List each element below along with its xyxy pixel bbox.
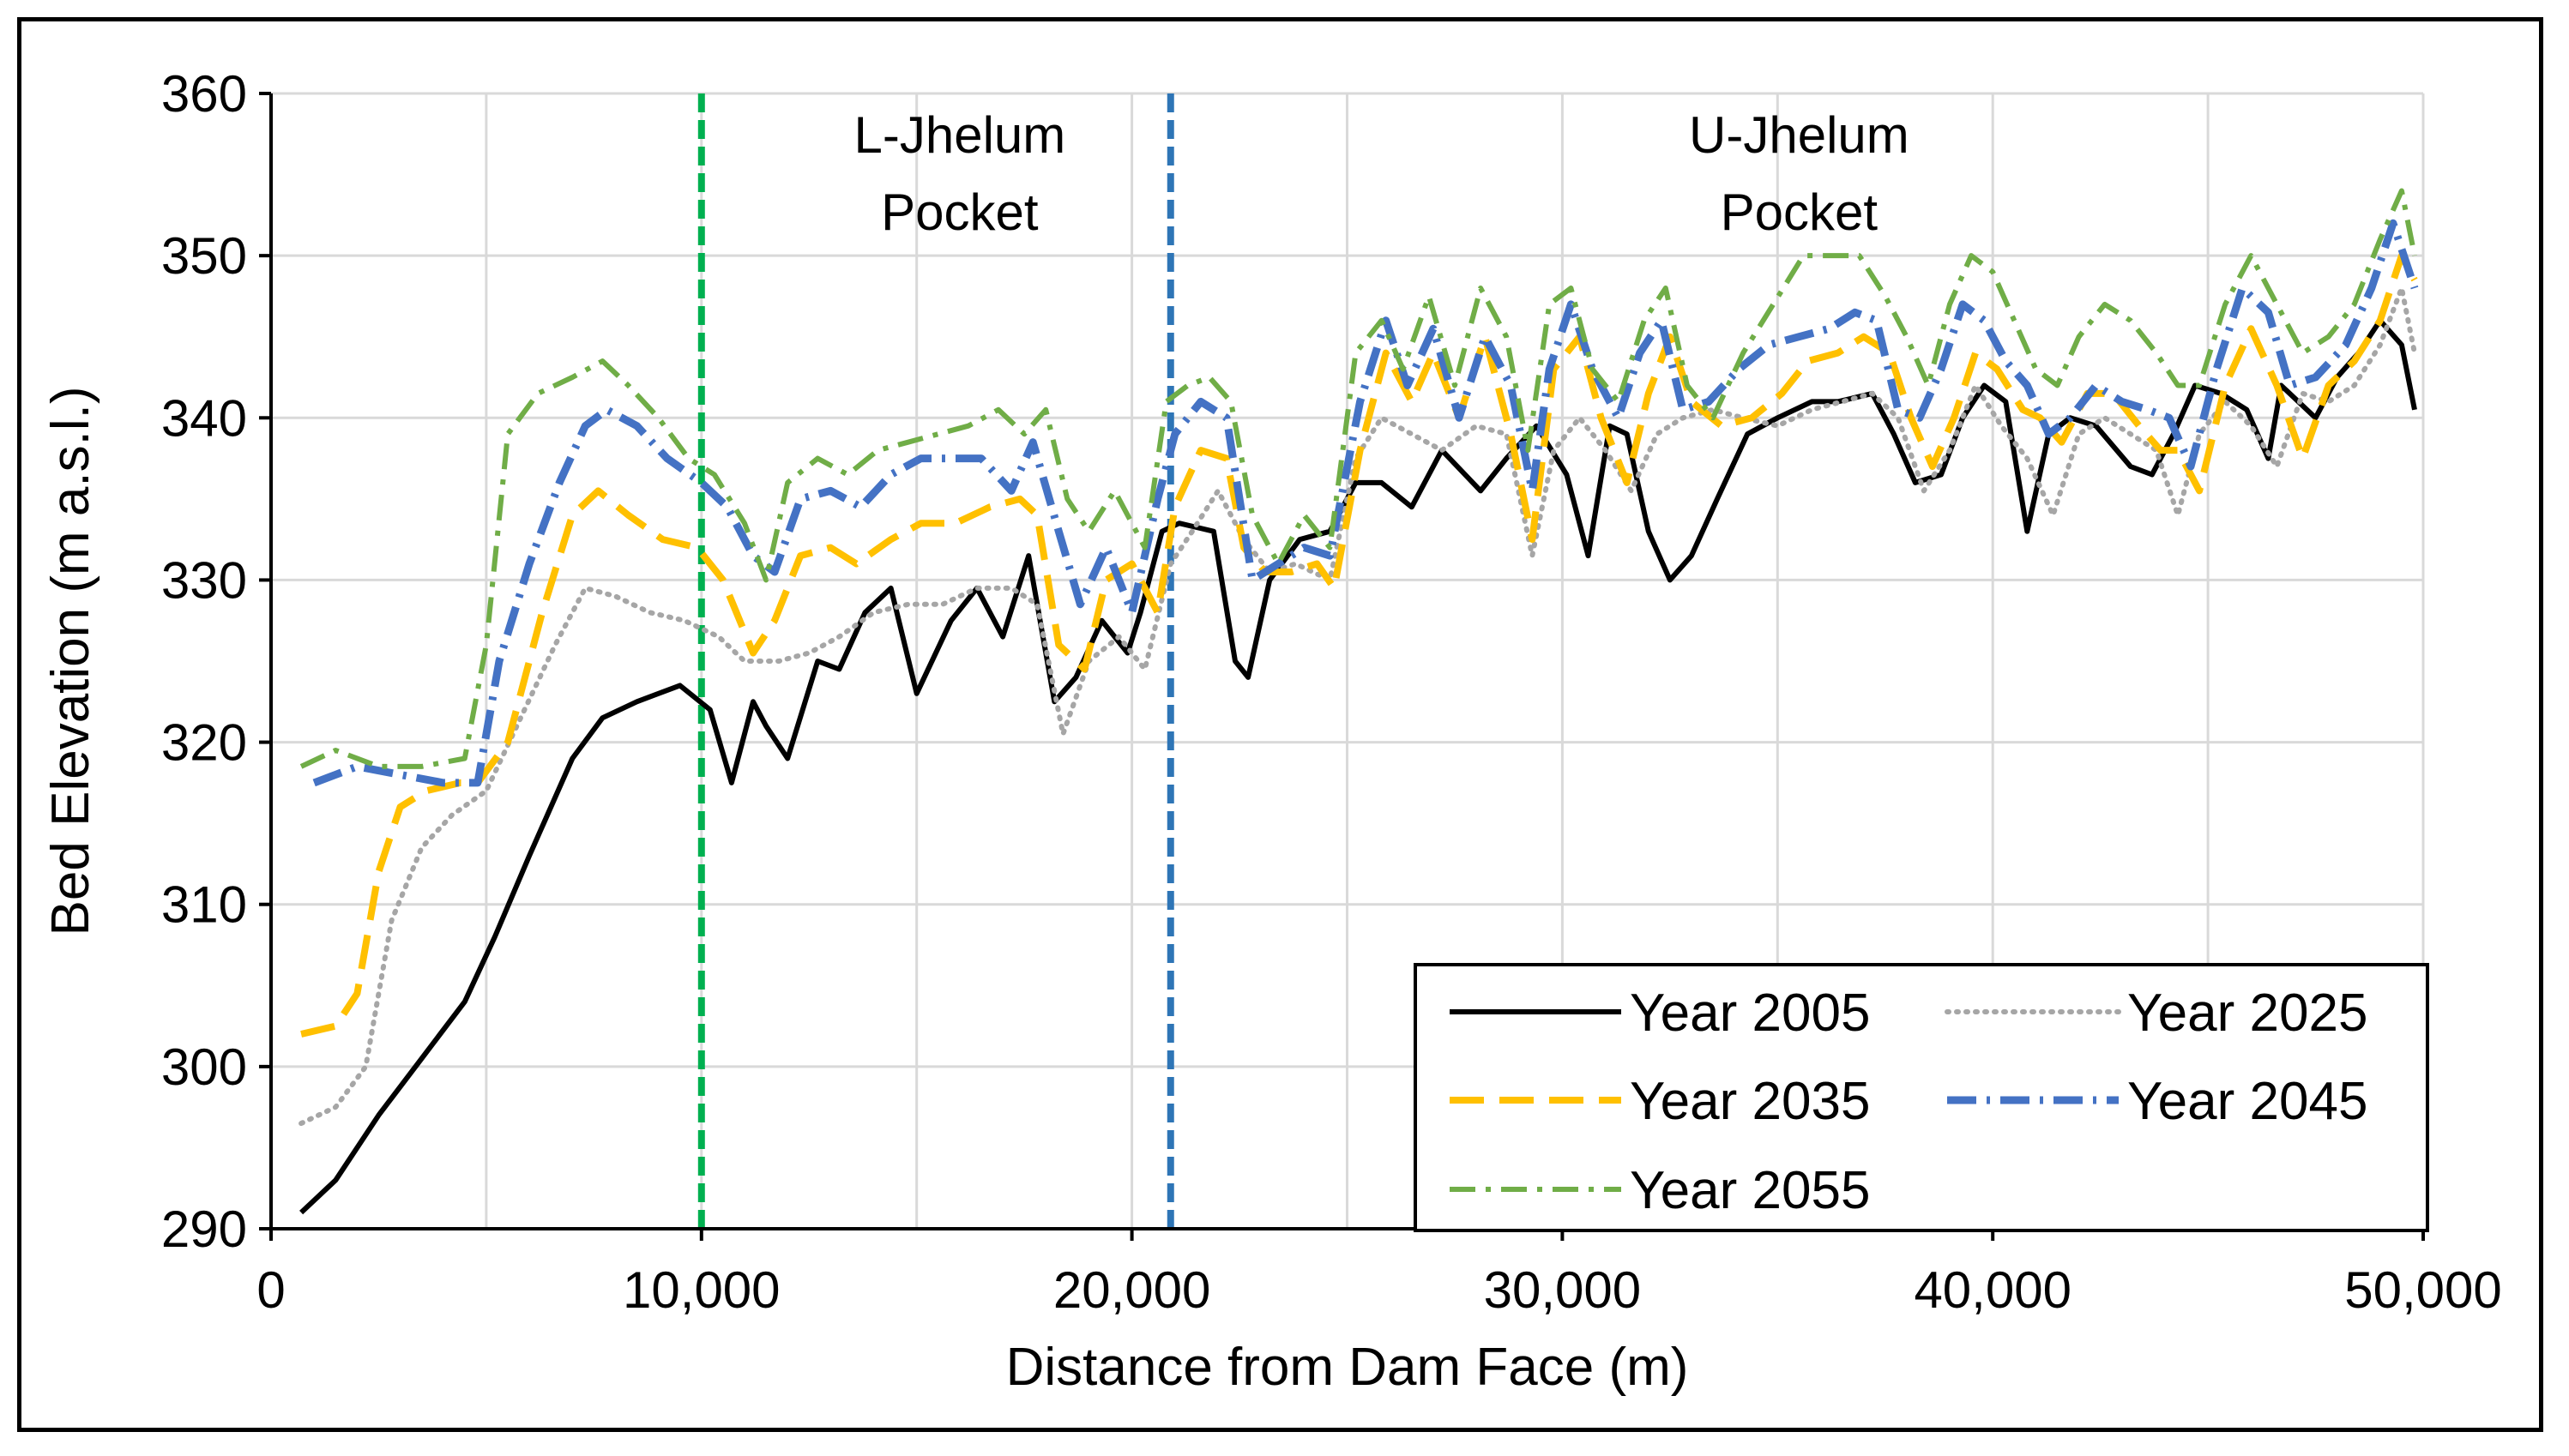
annotation-title: L-Jhelum bbox=[853, 106, 1065, 164]
region-dividers bbox=[697, 93, 1174, 1229]
x-tick-label: 0 bbox=[256, 1261, 285, 1319]
legend-label: Year 2025 bbox=[2127, 984, 2367, 1043]
series-line-year-2025 bbox=[299, 286, 2417, 1127]
region-annotations: L-Jhelum Pocket U-Jhelum Pocket bbox=[853, 106, 1909, 241]
chart-canvas: 290 300 310 320 330 340 350 360 0 10,000 20,000 30,… bbox=[41, 65, 2502, 1397]
annotation-title: U-Jhelum bbox=[1689, 106, 1909, 164]
x-tick-label: 30,000 bbox=[1484, 1261, 1642, 1319]
y-tick-label: 310 bbox=[161, 876, 247, 934]
legend-label: Year 2045 bbox=[2127, 1072, 2367, 1131]
y-tick-label: 340 bbox=[161, 389, 247, 447]
y-tick-label: 360 bbox=[161, 65, 247, 123]
x-tick-label: 50,000 bbox=[2344, 1261, 2502, 1319]
y-tick-label: 330 bbox=[161, 551, 247, 609]
x-tick-label: 40,000 bbox=[1914, 1261, 2071, 1319]
legend-label: Year 2005 bbox=[1630, 984, 1870, 1043]
series-line-year-2045 bbox=[312, 219, 2419, 787]
y-tick-label: 300 bbox=[161, 1038, 247, 1096]
annotation-subtitle: Pocket bbox=[1721, 184, 1879, 241]
legend-label: Year 2055 bbox=[1630, 1161, 1870, 1220]
y-axis-label: Bed Elevation (m a.s.l.) bbox=[41, 387, 100, 936]
y-tick-label: 320 bbox=[161, 714, 247, 772]
legend-label: Year 2035 bbox=[1630, 1072, 1870, 1131]
y-tick-label: 290 bbox=[161, 1200, 247, 1258]
x-tick-label: 20,000 bbox=[1053, 1261, 1211, 1319]
x-tick-label: 10,000 bbox=[623, 1261, 781, 1319]
series-lines bbox=[299, 188, 2419, 1215]
x-axis-label: Distance from Dam Face (m) bbox=[1006, 1338, 1689, 1397]
y-tick-label: 350 bbox=[161, 227, 247, 285]
annotation-subtitle: Pocket bbox=[881, 184, 1039, 241]
chart-frame: 290 300 310 320 330 340 350 360 0 10,000 20,000 30,… bbox=[17, 17, 2543, 1432]
legend-box bbox=[1414, 963, 2429, 1232]
legend: Year 2005 Year 2025 Year 2035 Year 2045 Year… bbox=[1414, 963, 2429, 1232]
